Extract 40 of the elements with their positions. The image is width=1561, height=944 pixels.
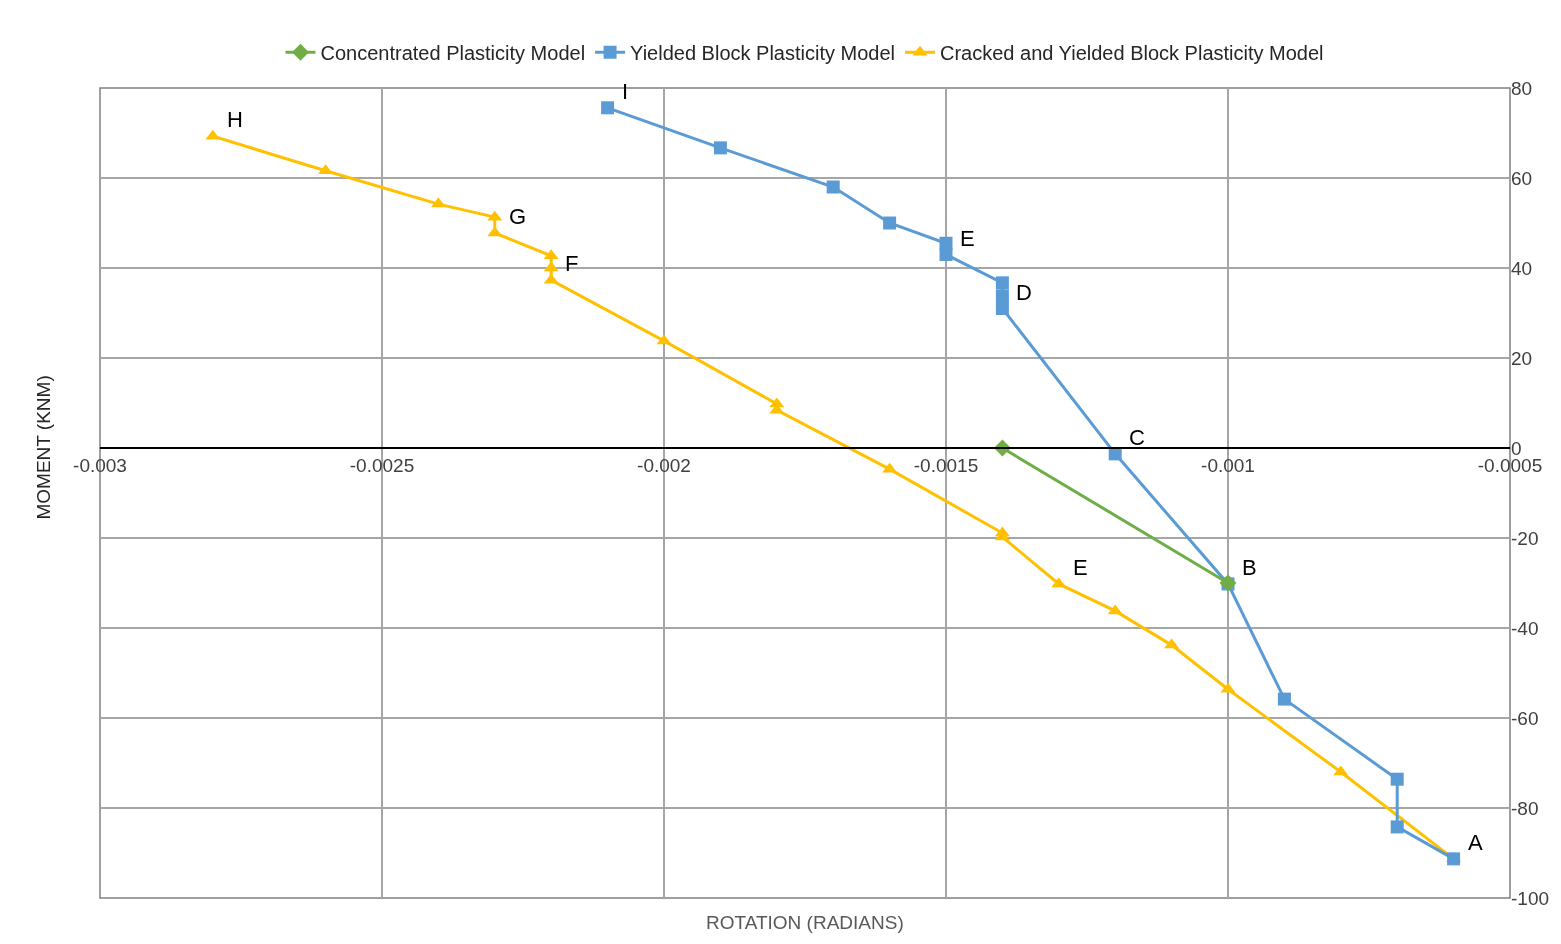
annotation: H: [227, 107, 243, 132]
annotation: C: [1129, 425, 1145, 450]
x-axis-title: ROTATION (RADIANS): [706, 912, 904, 933]
y-tick-label: -100: [1511, 887, 1550, 909]
point: [995, 276, 1009, 290]
point: [995, 289, 1009, 303]
point: [1390, 772, 1404, 786]
annotation: E: [960, 226, 975, 251]
y-axis-title: MOMENT (KNM): [32, 375, 54, 520]
point: [883, 216, 897, 230]
y-tick-label: 20: [1511, 347, 1533, 369]
annotation: B: [1242, 555, 1257, 580]
x-tick-label: -0.001: [1201, 454, 1255, 476]
x-tick-label: -0.0025: [349, 454, 415, 476]
annotation: G: [509, 204, 527, 229]
point: [939, 248, 953, 261]
legend-label: Yielded Block Plasticity Model: [630, 42, 896, 65]
y-tick-label: -60: [1511, 707, 1539, 729]
x-tick-label: -0.003: [73, 454, 127, 476]
y-tick-label: 60: [1511, 167, 1533, 189]
x-tick-label: -0.0015: [913, 454, 979, 476]
annotation: A: [1468, 830, 1483, 855]
legend-label: Cracked and Yielded Block Plasticity Model: [940, 42, 1324, 65]
point: [601, 101, 615, 115]
x-tick-label: -0.002: [637, 454, 691, 476]
legend-label: Concentrated Plasticity Model: [320, 42, 586, 65]
annotation: E: [1073, 555, 1088, 580]
annotation: F: [565, 251, 579, 276]
point: [1390, 820, 1404, 834]
annotation: D: [1016, 280, 1032, 305]
point: [995, 302, 1009, 315]
y-tick-label: -80: [1511, 797, 1539, 819]
y-tick-label: 40: [1511, 257, 1533, 279]
y-tick-label: -40: [1511, 617, 1539, 639]
annotation: I: [622, 79, 629, 104]
y-tick-label: 80: [1511, 77, 1533, 99]
point: [713, 141, 727, 155]
y-tick-label: -20: [1511, 527, 1539, 549]
point: [826, 180, 840, 194]
point: [1277, 692, 1291, 706]
